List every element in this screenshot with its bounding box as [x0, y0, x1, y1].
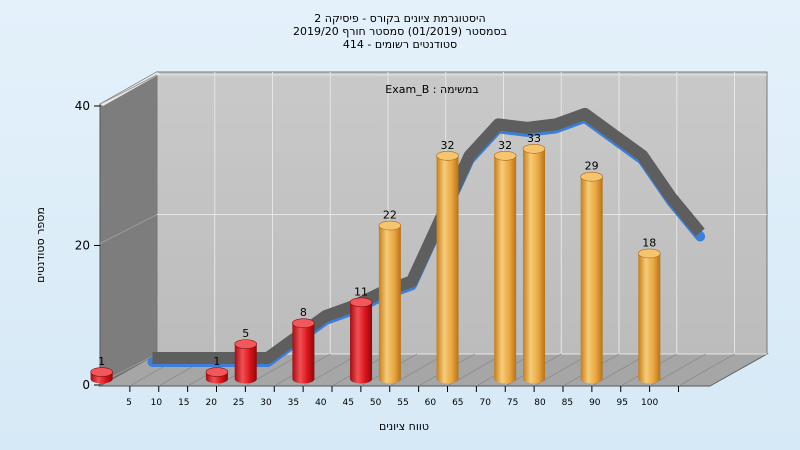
y-tick-label: 20: [75, 239, 90, 253]
x-tick-label: 75: [507, 398, 518, 408]
x-tick-label: 35: [288, 398, 299, 408]
x-tick-label: 25: [233, 398, 244, 408]
histogram-bar: 1: [205, 355, 229, 384]
x-tick-label: 10: [151, 398, 163, 408]
bar-value-label: 18: [642, 236, 656, 249]
floor-gridline: [678, 353, 735, 387]
bar-body: [523, 148, 545, 379]
x-tick-label: 15: [178, 398, 189, 408]
bar-value-label: 29: [585, 160, 599, 173]
bar-cap: [234, 339, 258, 349]
histogram-bar: 32: [493, 139, 517, 384]
y-tick-label: 40: [75, 99, 90, 113]
bar-value-label: 1: [213, 355, 220, 368]
bar-cap: [349, 297, 373, 308]
x-tick-label: 20: [205, 398, 217, 408]
plot-back-wall: [156, 71, 768, 355]
x-tick-label: 65: [452, 398, 463, 408]
chart-title-line-1: היסטוגרמת ציונים בקורס - פיסיקה 2: [314, 12, 485, 25]
bar-body: [638, 253, 661, 379]
bar-cap: [90, 367, 113, 377]
bar-body: [580, 176, 603, 379]
bar-value-label: 1: [98, 355, 105, 368]
bar-value-label: 11: [354, 285, 368, 298]
histogram-bar: 1: [90, 355, 113, 384]
bar-body: [378, 225, 401, 379]
x-tick-label: 70: [479, 398, 491, 408]
bar-cap: [292, 318, 315, 329]
bar-cap: [580, 171, 603, 182]
x-axis-label: טווח ציונים: [379, 420, 429, 433]
bar-body: [292, 323, 315, 379]
bar-value-label: 5: [242, 327, 249, 340]
chart-title-line-3: סטודנטים רשומים - 414: [343, 38, 457, 51]
bar-body: [234, 344, 257, 379]
bar-cap: [436, 151, 459, 161]
bar-value-label: 32: [498, 139, 512, 152]
bar-cap: [637, 248, 661, 259]
histogram-bar: 33: [522, 132, 546, 384]
y-axis-label: מספר סטודנטים: [34, 207, 47, 283]
histogram-bar: 22: [378, 209, 402, 384]
histogram-bar: 18: [637, 236, 661, 384]
bar-value-label: 22: [383, 209, 397, 222]
histogram-bar: 32: [436, 139, 459, 384]
x-tick-label: 80: [534, 398, 546, 408]
x-tick-label: 45: [342, 398, 353, 408]
bar-body: [494, 155, 517, 379]
bar-value-label: 8: [300, 306, 307, 319]
bar-cap: [493, 151, 517, 161]
x-tick-label: 100: [641, 398, 658, 408]
bar-body: [436, 155, 459, 379]
exam-annotation: Exam_B : במשימה: [385, 83, 478, 96]
bar-value-label: 33: [527, 132, 541, 145]
chart-title-line-2: בסמסטר (01/2019) סמסטר חורף 2019/20: [293, 25, 507, 38]
gridline-wall: [99, 214, 158, 244]
x-tick-label: 60: [425, 398, 437, 408]
histogram-bar: 8: [292, 306, 315, 384]
x-tick-label: 90: [589, 398, 601, 408]
x-tick-label: 85: [562, 398, 573, 408]
x-tick-label: 55: [397, 398, 408, 408]
bar-cap: [205, 367, 229, 377]
gridline-wall: [99, 74, 158, 105]
bar-body: [350, 302, 373, 379]
histogram-bar: 11: [349, 285, 373, 384]
histogram-bar: 29: [580, 160, 603, 384]
bar-cap: [378, 220, 402, 231]
x-tick-label: 50: [370, 398, 382, 408]
y-tick-label: 0: [82, 378, 90, 392]
x-tick-label: 30: [260, 398, 272, 408]
histogram-bar: 5: [234, 327, 258, 384]
x-tick-label: 5: [126, 398, 132, 408]
bar-value-label: 32: [441, 139, 455, 152]
x-tick-label: 40: [315, 398, 327, 408]
x-tick-label: 95: [616, 398, 627, 408]
bar-cap: [522, 144, 546, 154]
